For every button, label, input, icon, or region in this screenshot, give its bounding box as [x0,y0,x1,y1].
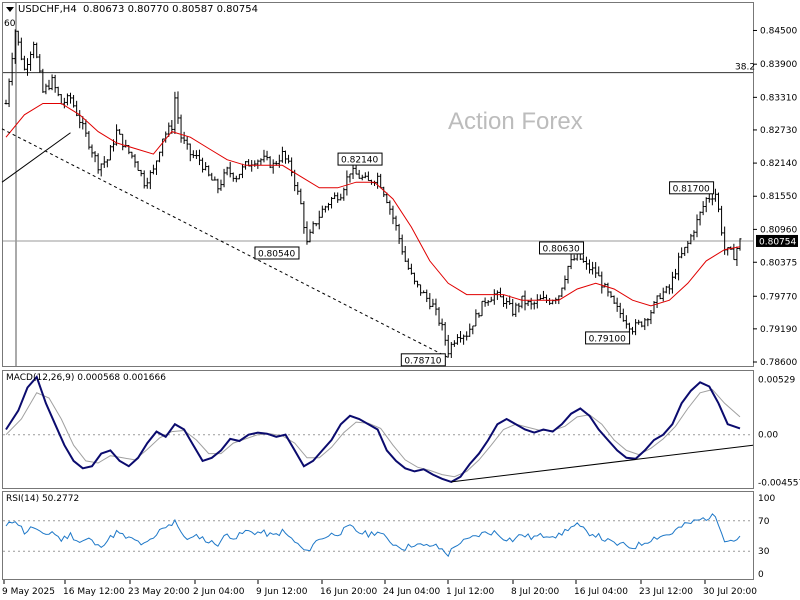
rsi-y-axis: 100 70 30 0 [758,494,775,580]
rsi-tick-label: 100 [758,494,775,504]
x-tick-label: 9 Jun 12:00 [256,587,308,597]
fib-level-label: 38.2 [735,63,755,73]
x-tick-label: 23 May 20:00 [128,587,190,597]
x-tick-label: 16 May 12:00 [63,587,125,597]
rsi-tick-label: 30 [758,547,770,557]
x-tick-label: 2 Jun 04:00 [193,587,245,597]
price-tick-label: 0.79190 [760,325,797,335]
price-tick-label: 0.83900 [760,60,797,70]
rsi-line [5,513,741,558]
price-tick-label: 0.82140 [760,159,797,169]
macd-panel-frame [2,370,754,489]
price-annotation-box [400,353,446,367]
price-y-axis: 0.84500 0.83900 0.83310 0.82730 0.82140 0.815… [753,26,798,368]
price-annotation-box [539,241,585,255]
x-tick-label: 30 Jul 20:00 [703,587,757,597]
price-tick-label: 0.80960 [760,225,797,235]
macd-line [5,375,741,483]
macd-signal-line [5,389,741,478]
price-candles [4,29,742,358]
macd-label: MACD(12,26,9) 0.000568 0.001666 [6,373,166,383]
x-tick-label: 1 Jul 12:00 [446,587,495,597]
x-tick-label: 8 Jul 20:00 [511,587,560,597]
price-annotation-label: 0.82140 [341,156,378,166]
price-lines [1,103,741,358]
macd-tick-label: 0.00 [758,431,778,441]
price-trendline [1,132,71,183]
price-annotation-label: 0.80630 [543,244,580,254]
x-tick-label: 16 Jul 04:00 [574,587,628,597]
price-annotation-box [585,331,631,345]
price-tick-label: 0.80375 [760,258,797,268]
price-tick-label: 0.83310 [760,93,797,103]
rsi-tick-label: 70 [758,517,770,527]
last-price-tag [756,234,798,247]
price-tick-label: 0.81550 [760,192,797,202]
chevron-down-icon[interactable] [6,6,14,12]
price-annotation-box [669,181,715,195]
price-tick-label: 0.84500 [760,26,797,36]
price-annotations: 0.82140 0.80540 0.78710 0.80630 0.79100 0.817… [254,152,715,367]
x-tick-label: 16 Jun 20:00 [320,587,377,597]
price-gridlines: 38.2 60 [3,3,755,366]
price-annotation-label: 0.78710 [404,356,441,366]
watermark-text: Action Forex [448,108,583,135]
price-annotation-label: 0.80540 [258,249,295,259]
macd-tick-label: 0.00529 [758,375,795,385]
price-annotation-box [254,246,300,260]
price-tick-label: 0.82730 [760,126,797,136]
last-price-label: 0.80754 [759,237,796,247]
rsi-layer [3,513,753,558]
price-ma-line [5,103,741,307]
macd-layer [3,375,754,483]
x-tick-label: 24 Jun 04:00 [383,587,440,597]
macd-trendline [451,444,754,483]
ohlc-readout: 0.80673 0.80770 0.80587 0.80754 [83,4,258,15]
macd-y-axis: 0.00529 0.00 -0.004557 [758,375,800,488]
x-tick-label: 23 Jul 12:00 [639,587,693,597]
price-annotation-label: 0.81700 [673,184,710,194]
rsi-tick-label: 0 [758,570,764,580]
rsi-panel-frame [2,491,754,580]
price-tick-label: 0.78600 [760,358,797,368]
price-annotation-label: 0.79100 [589,334,626,344]
price-annotation-box [337,152,383,166]
chart-header: USDCHF,H4 0.80673 0.80770 0.80587 0.8075… [6,4,258,15]
x-tick-label: 9 May 2025 [2,587,55,597]
corner-level-label: 60 [4,19,16,29]
rsi-label: RSI(14) 50.2772 [6,494,80,504]
macd-tick-label: -0.004557 [758,479,800,489]
symbol-timeframe: USDCHF,H4 [18,4,77,15]
price-tick-label: 0.79770 [760,292,797,302]
x-axis: 9 May 2025 16 May 12:00 23 May 20:00 2 Jun … [2,580,757,597]
price-panel-frame [2,2,754,367]
